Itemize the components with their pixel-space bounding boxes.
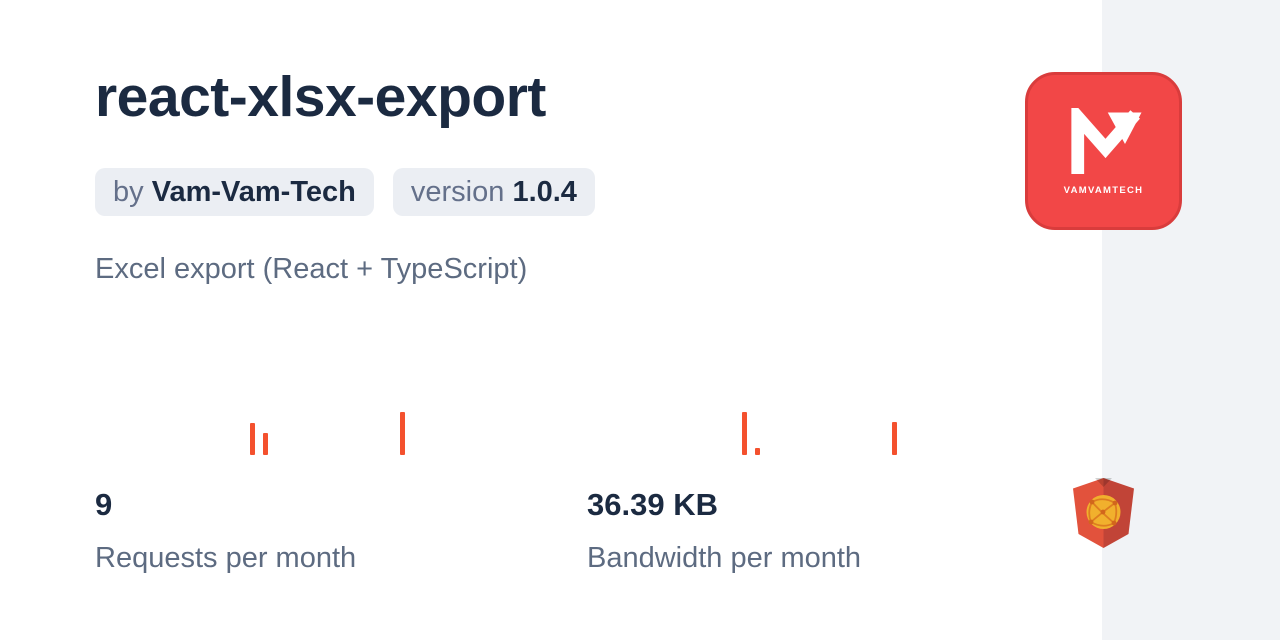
requests-stat-label: Requests per month bbox=[95, 542, 357, 574]
bandwidth-stat-label: Bandwidth per month bbox=[587, 542, 862, 574]
badge-row: by Vam-Vam-Tech version 1.0.4 bbox=[95, 168, 595, 216]
chart-bar bbox=[755, 448, 761, 455]
chart-bar bbox=[741, 412, 747, 455]
package-title: react-xlsx-export bbox=[95, 65, 546, 129]
version-badge: version 1.0.4 bbox=[392, 168, 595, 216]
requests-sparkline-chart bbox=[95, 412, 505, 455]
chart-bar bbox=[892, 422, 897, 455]
publisher-logo-card: VAMVAMTECH bbox=[1025, 72, 1182, 230]
author-prefix-label: by bbox=[113, 176, 144, 208]
chart-bar bbox=[400, 412, 405, 455]
bandwidth-sparkline-chart bbox=[587, 412, 997, 455]
author-badge: by Vam-Vam-Tech bbox=[95, 168, 374, 216]
requests-stat-value: 9 bbox=[95, 487, 113, 522]
chart-bar bbox=[263, 433, 269, 455]
package-description: Excel export (React + TypeScript) bbox=[95, 253, 528, 285]
version-value: 1.0.4 bbox=[512, 176, 577, 208]
publisher-wordmark: VAMVAMTECH bbox=[1063, 185, 1144, 196]
version-prefix-label: version bbox=[410, 176, 505, 208]
n-arrow-monogram-icon bbox=[1070, 108, 1141, 174]
bandwidth-stat-value: 36.39 KB bbox=[587, 487, 718, 522]
chart-bar bbox=[249, 423, 255, 455]
author-name: Vam-Vam-Tech bbox=[151, 176, 356, 208]
jsdelivr-shield-globe-icon bbox=[1073, 478, 1134, 548]
